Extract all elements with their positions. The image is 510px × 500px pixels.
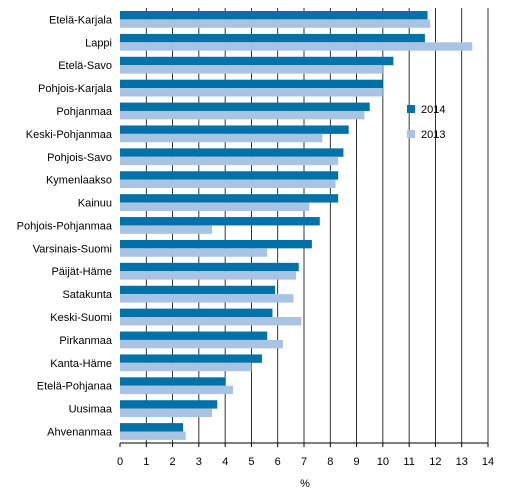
bar-2014 <box>120 79 383 89</box>
x-tick-label: 12 <box>429 456 441 468</box>
bar-2013 <box>120 294 294 303</box>
bar-2013 <box>120 110 365 120</box>
category-label: Keski-Pohjanmaa <box>26 129 113 141</box>
category-label: Etelä-Karjala <box>49 14 113 26</box>
bar-2014 <box>120 125 349 134</box>
bar-2014 <box>120 285 276 295</box>
bar-2014 <box>120 239 312 249</box>
bar-2013 <box>120 202 310 211</box>
category-label: Pohjois-Pohjanmaa <box>17 220 113 232</box>
legend-label-2014: 2014 <box>421 104 445 116</box>
bar-2013 <box>120 385 234 395</box>
y-axis-labels: Etelä-Karjala Lappi Etelä-Savo Pohjois-Karj… <box>17 14 113 438</box>
category-label: Pirkanmaa <box>59 335 112 347</box>
bar-2014 <box>120 423 184 432</box>
bar-2013 <box>120 156 339 166</box>
category-label: Etelä-Pohjanaa <box>37 381 113 393</box>
x-tick-label: 2 <box>170 456 176 468</box>
bar-2013 <box>120 19 431 28</box>
bar-2014 <box>120 171 339 180</box>
x-tick-label: 7 <box>301 456 307 468</box>
bar-2013 <box>120 179 336 189</box>
bar-2014 <box>120 33 425 43</box>
x-tick-label: 4 <box>222 456 228 468</box>
category-label: Uusimaa <box>69 404 113 416</box>
x-tick-label: 3 <box>196 456 202 468</box>
x-tick-label: 6 <box>275 456 281 468</box>
bar-2013 <box>120 225 212 234</box>
bar-2013 <box>120 65 383 74</box>
bar-2013 <box>120 362 252 372</box>
bar-2013 <box>120 317 302 326</box>
bar-2014 <box>120 262 299 272</box>
category-label: Etelä-Savo <box>58 60 112 72</box>
bar-2013 <box>120 88 383 97</box>
x-tick-label: 11 <box>403 456 414 468</box>
bar-2014 <box>120 11 428 20</box>
bar-2014 <box>120 400 218 409</box>
bar-2014 <box>120 148 344 157</box>
bar-2013 <box>120 339 283 349</box>
bar-2014 <box>120 354 262 363</box>
x-axis-title: % <box>300 478 310 490</box>
bar-2014 <box>120 331 268 340</box>
legend-label-2013: 2013 <box>421 129 445 141</box>
category-label: Satakunta <box>62 289 112 301</box>
category-label: Keski-Suomi <box>50 312 112 324</box>
x-tick-label: 14 <box>482 456 494 468</box>
bar-2013 <box>120 248 268 257</box>
category-label: Lappi <box>85 37 112 49</box>
x-tick-label: 8 <box>327 456 333 468</box>
x-tick-label: 0 <box>117 456 123 468</box>
bar-2014 <box>120 102 370 111</box>
bar-2013 <box>120 271 297 280</box>
bar-2014 <box>120 377 226 386</box>
bars <box>120 11 473 440</box>
legend-swatch-2013 <box>407 130 415 138</box>
x-tick-labels: 0 1 2 3 4 5 6 7 8 9 10 11 12 13 14 <box>117 456 494 468</box>
bar-2014 <box>120 217 320 226</box>
bar-2013 <box>120 431 186 440</box>
x-tick-label: 13 <box>456 456 468 468</box>
category-label: Ahvenanmaa <box>47 427 113 439</box>
category-label: Kanta-Häme <box>50 358 112 370</box>
category-label: Pohjanmaa <box>56 106 113 118</box>
bar-2014 <box>120 194 339 203</box>
category-label: Päijät-Häme <box>51 266 112 278</box>
category-label: Kymenlaakso <box>46 175 112 187</box>
bar-2014 <box>120 308 273 318</box>
bar-2013 <box>120 408 212 418</box>
x-tick-label: 5 <box>248 456 254 468</box>
legend-swatch-2014 <box>407 105 415 113</box>
category-label: Pohjois-Savo <box>47 152 112 164</box>
bar-2013 <box>120 42 473 51</box>
bar-2013 <box>120 133 323 143</box>
bar-2014 <box>120 56 394 66</box>
x-tick-label: 9 <box>354 456 360 468</box>
legend: 2014 2013 <box>407 104 445 141</box>
x-tick-label: 10 <box>377 456 389 468</box>
x-tick-label: 1 <box>143 456 149 468</box>
category-label: Kainuu <box>78 198 112 210</box>
category-label: Pohjois-Karjala <box>38 83 113 95</box>
category-label: Varsinais-Suomi <box>33 243 112 255</box>
